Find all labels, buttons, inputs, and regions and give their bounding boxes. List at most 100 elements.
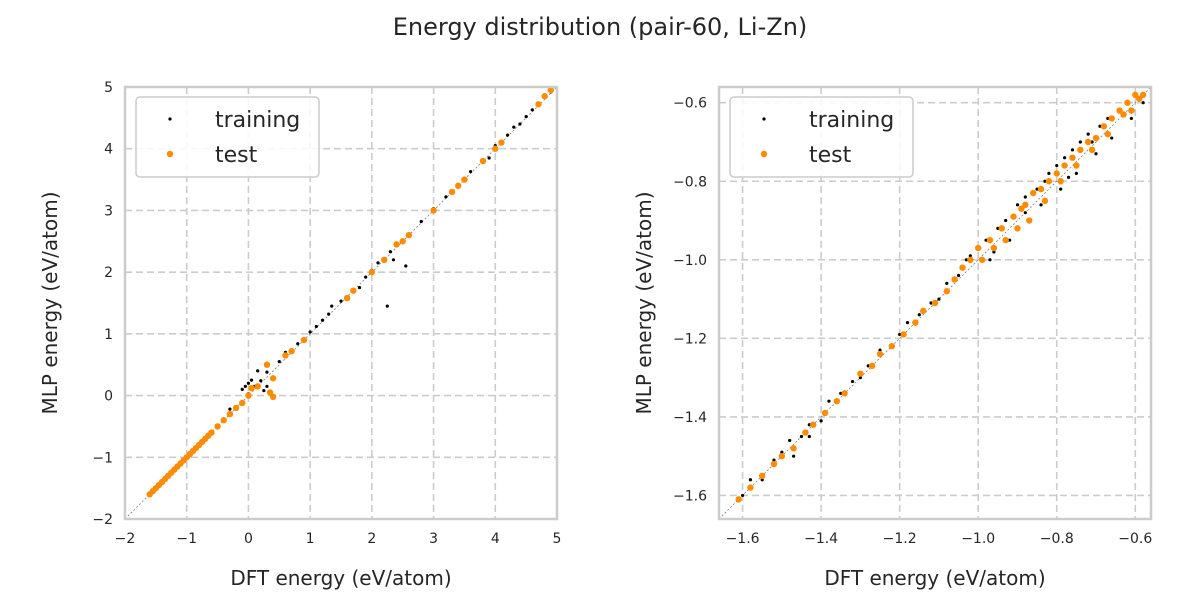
test-point: [269, 393, 277, 401]
test-point: [876, 350, 884, 358]
y-tick-label: −0.6: [673, 96, 707, 112]
test-point: [541, 93, 548, 100]
training-point: [878, 348, 882, 352]
test-point: [455, 182, 462, 189]
training-point: [898, 332, 902, 337]
test-point: [1092, 134, 1100, 142]
test-point: [226, 410, 234, 418]
x-tick-label: −1.0: [961, 531, 995, 547]
training-point: [1141, 101, 1145, 105]
legend: training test: [729, 96, 914, 178]
test-point: [778, 452, 786, 460]
training-point: [866, 364, 870, 368]
training-point: [1047, 171, 1051, 175]
test-point: [975, 244, 982, 252]
legend-marker-training: [168, 117, 172, 121]
test-point: [208, 429, 215, 436]
test-point: [1029, 189, 1037, 197]
training-point: [1090, 140, 1094, 144]
scatter-series: [735, 91, 1147, 503]
training-point: [1070, 148, 1075, 152]
test-point: [747, 484, 754, 491]
x-tick-labels: −1.6 −1.4 −1.2 −1.0 −0.8 −0.6: [726, 531, 1153, 547]
test-point: [931, 299, 939, 307]
test-point: [479, 157, 487, 165]
x-axis-label: DFT energy (eV/atom): [230, 566, 451, 590]
training-point: [308, 330, 312, 334]
training-point: [1035, 187, 1039, 191]
scatter-series: [146, 86, 555, 498]
training-point: [259, 379, 263, 383]
training-point: [1059, 187, 1063, 191]
training-point: [314, 324, 318, 329]
y-tick-label: −2: [92, 512, 113, 528]
plot-frame: [717, 85, 1153, 521]
test-point: [1084, 138, 1092, 146]
test-point: [770, 460, 778, 468]
test-point: [399, 238, 406, 245]
training-point: [748, 478, 753, 482]
training-point: [929, 301, 933, 305]
legend-box: [729, 96, 914, 178]
left-panel: −2 −1 0 1 2 3 4 5 −2 −1 0 1 2 3 4 5 DFT energy (eV/ato…: [38, 80, 561, 590]
training-point: [256, 369, 260, 373]
training-point: [760, 478, 764, 482]
x-tick-labels: −2 −1 0 1 2 3 4 5: [115, 531, 562, 547]
test-point: [1124, 99, 1131, 106]
training-point: [524, 115, 528, 119]
y-tick-labels: −2 −1 0 1 2 3 4 5: [92, 80, 113, 528]
test-point: [1139, 91, 1147, 99]
x-tick-label: −1: [176, 531, 197, 547]
test-point: [857, 370, 864, 377]
training-point: [1023, 211, 1027, 215]
training-point: [1129, 116, 1133, 121]
training-point: [228, 407, 232, 411]
y-tick-label: 2: [104, 265, 113, 281]
test-point: [220, 417, 227, 424]
test-point: [350, 287, 357, 294]
training-point: [1039, 203, 1043, 207]
test-point: [282, 352, 289, 359]
y-axis-label: MLP energy (eV/atom): [38, 191, 62, 414]
test-point: [248, 384, 255, 392]
training-point: [487, 156, 491, 160]
legend-box: [135, 96, 320, 178]
test-point: [1104, 130, 1112, 138]
x-tick-label: 4: [491, 531, 500, 547]
training-point: [530, 108, 534, 112]
training-point: [1008, 238, 1012, 242]
test-point: [254, 383, 261, 390]
training-point: [956, 273, 961, 278]
training-point: [807, 434, 811, 439]
test-point: [735, 496, 742, 503]
test-point: [1073, 162, 1080, 169]
x-tick-label: 1: [306, 531, 315, 547]
test-point: [967, 256, 974, 263]
y-tick-label: −1.4: [673, 410, 707, 426]
test-point: [245, 392, 252, 399]
test-point: [381, 256, 388, 263]
training-point: [327, 312, 331, 316]
training-point: [996, 226, 1000, 230]
y-tick-label: 3: [104, 203, 113, 219]
x-tick-label: −2: [115, 531, 136, 547]
test-point: [239, 399, 246, 407]
test-point: [1116, 107, 1123, 114]
training-point: [506, 133, 510, 137]
training-point: [339, 299, 343, 303]
training-point: [1074, 171, 1078, 175]
training-point: [296, 342, 300, 346]
y-tick-labels: −1.6 −1.4 −1.2 −1.0 −0.8 −0.6: [673, 96, 707, 505]
test-point: [1061, 162, 1068, 169]
legend-label-test: test: [809, 143, 852, 168]
legend-marker-training: [762, 117, 766, 121]
test-point: [393, 241, 400, 248]
y-axis-label: MLP energy (eV/atom): [632, 191, 656, 414]
training-point: [277, 360, 281, 364]
training-point: [357, 285, 362, 290]
test-point: [1014, 225, 1021, 232]
x-tick-label: −1.4: [804, 531, 838, 547]
training-point: [827, 399, 831, 403]
test-point: [868, 362, 876, 370]
